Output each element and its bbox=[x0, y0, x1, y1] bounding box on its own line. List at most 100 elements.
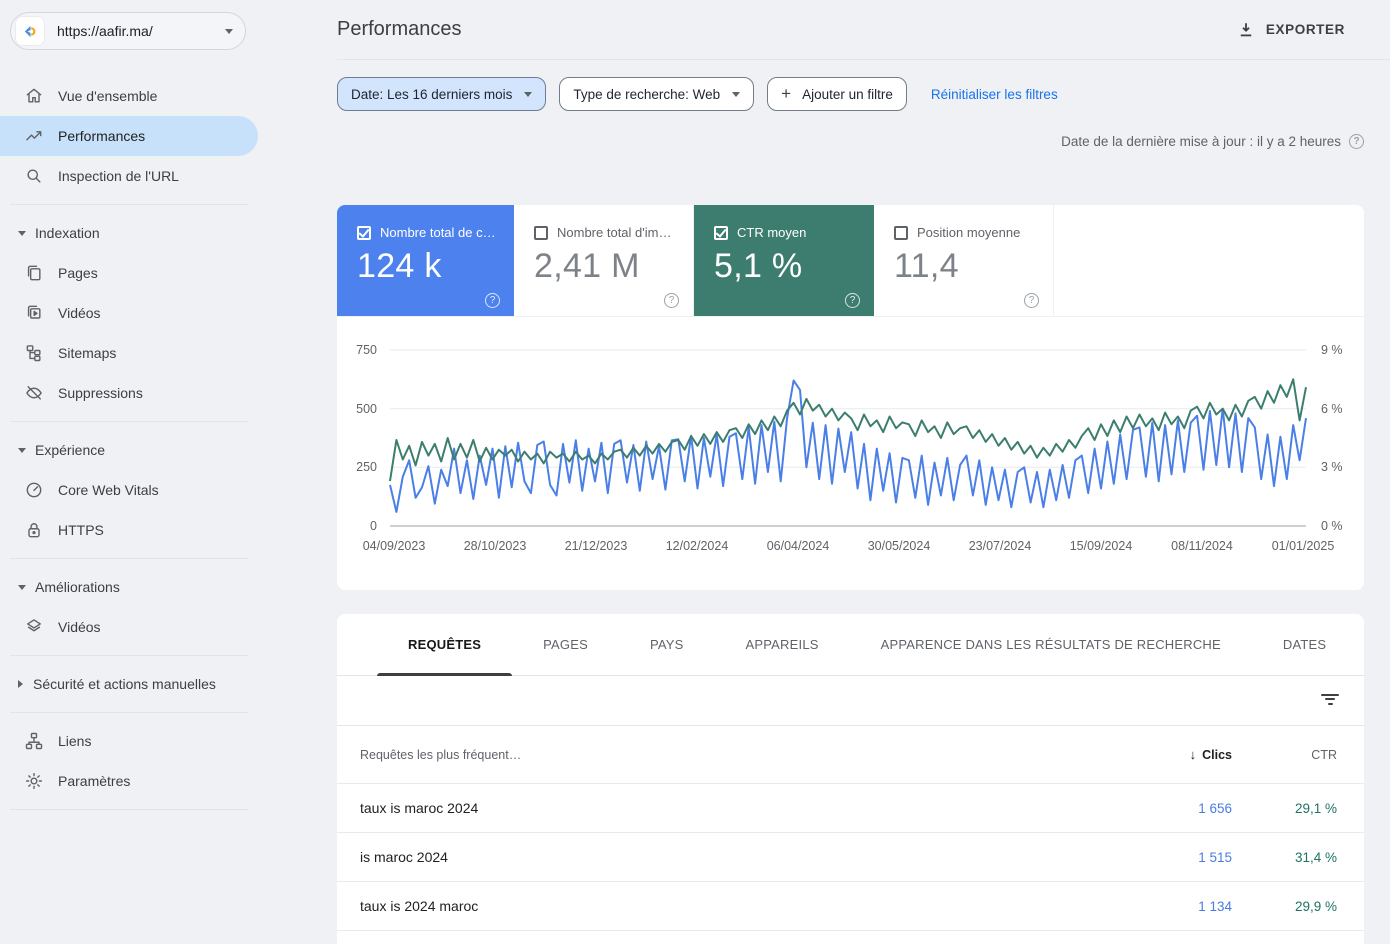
column-header-ctr[interactable]: CTR bbox=[1232, 748, 1337, 762]
x-axis-tick: 21/12/2023 bbox=[565, 539, 628, 553]
x-axis-tick: 04/09/2023 bbox=[363, 539, 426, 553]
y-axis-tick: 500 bbox=[337, 402, 377, 416]
table-header: Requêtes les plus fréquent… ↓ Clics CTR bbox=[337, 726, 1364, 784]
sidebar-group-security[interactable]: Sécurité et actions manuelles bbox=[0, 664, 258, 704]
filter-icon[interactable] bbox=[1321, 694, 1339, 708]
add-filter-chip[interactable]: + Ajouter un filtre bbox=[767, 77, 907, 111]
sidebar-item-overview[interactable]: Vue d'ensemble bbox=[0, 76, 258, 116]
y-axis-tick: 750 bbox=[337, 343, 377, 357]
y-axis-tick: 9 % bbox=[1321, 343, 1343, 357]
sidebar-item-removals[interactable]: Suppressions bbox=[0, 373, 258, 413]
sidebar-item-label: Vue d'ensemble bbox=[58, 88, 157, 104]
sidebar-item-settings[interactable]: Paramètres bbox=[0, 761, 258, 801]
tab-devices[interactable]: APPAREILS bbox=[715, 614, 850, 676]
sidebar-item-label: Sitemaps bbox=[58, 345, 116, 361]
tab-dates[interactable]: DATES bbox=[1252, 614, 1357, 676]
divider bbox=[10, 204, 248, 205]
sidebar-item-label: Liens bbox=[58, 733, 91, 749]
divider bbox=[10, 655, 248, 656]
date-filter-label: Date: Les 16 derniers mois bbox=[351, 87, 512, 102]
sidebar-item-videos[interactable]: Vidéos bbox=[0, 293, 258, 333]
add-filter-label: Ajouter un filtre bbox=[802, 87, 893, 102]
sidebar-item-performance[interactable]: Performances bbox=[0, 116, 258, 156]
sitemap-icon bbox=[24, 343, 44, 363]
sidebar-item-label: Vidéos bbox=[58, 619, 101, 635]
chevron-down-icon bbox=[18, 231, 26, 236]
layers-icon bbox=[24, 617, 44, 637]
column-header-clicks-label: Clics bbox=[1202, 748, 1232, 762]
date-filter-chip[interactable]: Date: Les 16 derniers mois bbox=[337, 77, 546, 111]
sidebar-nav: Vue d'ensemble Performances Inspection d… bbox=[0, 76, 258, 810]
x-axis-tick: 28/10/2023 bbox=[464, 539, 527, 553]
sidebar-item-enhancements-videos[interactable]: Vidéos bbox=[0, 607, 258, 647]
x-axis-tick: 15/09/2024 bbox=[1070, 539, 1133, 553]
performance-chart-svg bbox=[337, 205, 1364, 590]
tab-pages[interactable]: PAGES bbox=[512, 614, 619, 676]
gear-icon bbox=[24, 771, 44, 791]
search-type-filter-chip[interactable]: Type de recherche: Web bbox=[559, 77, 754, 111]
tab-search-appearance[interactable]: APPARENCE DANS LES RÉSULTATS DE RECHERCH… bbox=[850, 614, 1252, 676]
clicks-cell[interactable]: 1 515 bbox=[1112, 850, 1232, 865]
search-icon bbox=[24, 166, 44, 186]
home-icon bbox=[24, 86, 44, 106]
trending-up-icon bbox=[24, 126, 44, 146]
sidebar-item-core-web-vitals[interactable]: Core Web Vitals bbox=[0, 470, 258, 510]
page-title: Performances bbox=[337, 18, 462, 41]
tab-countries[interactable]: PAYS bbox=[619, 614, 715, 676]
property-selector[interactable]: https://aafir.ma/ bbox=[10, 12, 246, 50]
reset-filters-link[interactable]: Réinitialiser les filtres bbox=[931, 87, 1058, 102]
page-header: Performances EXPORTER bbox=[337, 0, 1390, 60]
chevron-right-icon bbox=[18, 680, 23, 688]
sidebar-item-label: HTTPS bbox=[58, 522, 104, 538]
sidebar-item-label: Core Web Vitals bbox=[58, 482, 159, 498]
filter-bar: Date: Les 16 derniers mois Type de reche… bbox=[337, 77, 1058, 111]
export-label: EXPORTER bbox=[1266, 22, 1345, 37]
sidebar-group-indexation[interactable]: Indexation bbox=[0, 213, 258, 253]
sidebar-item-pages[interactable]: Pages bbox=[0, 253, 258, 293]
sidebar-group-enhancements[interactable]: Améliorations bbox=[0, 567, 258, 607]
y-axis-tick: 250 bbox=[337, 460, 377, 474]
divider bbox=[10, 558, 248, 559]
chevron-down-icon bbox=[18, 448, 26, 453]
lock-icon bbox=[24, 520, 44, 540]
column-header-clicks[interactable]: ↓ Clics bbox=[1112, 747, 1232, 762]
search-type-label: Type de recherche: Web bbox=[573, 87, 720, 102]
sidebar-group-label: Indexation bbox=[35, 225, 100, 241]
divider bbox=[10, 809, 248, 810]
chevron-down-icon bbox=[524, 92, 532, 97]
video-library-icon bbox=[24, 303, 44, 323]
sidebar-group-label: Sécurité et actions manuelles bbox=[33, 676, 216, 692]
table-row[interactable]: taux is 2024 maroc 1 134 29,9 % bbox=[337, 882, 1364, 931]
sidebar-item-links[interactable]: Liens bbox=[0, 721, 258, 761]
sidebar-item-sitemaps[interactable]: Sitemaps bbox=[0, 333, 258, 373]
help-icon[interactable]: ? bbox=[1349, 134, 1364, 149]
dimension-tabs: REQUÊTES PAGES PAYS APPAREILS APPARENCE … bbox=[337, 614, 1364, 676]
performance-chart: 750 500 250 0 9 % 6 % 3 % 0 % 04/09/2023… bbox=[337, 205, 1364, 590]
sidebar-item-https[interactable]: HTTPS bbox=[0, 510, 258, 550]
gauge-icon bbox=[24, 480, 44, 500]
divider bbox=[10, 421, 248, 422]
query-cell: taux is maroc 2024 bbox=[360, 800, 1112, 816]
sidebar-item-url-inspection[interactable]: Inspection de l'URL bbox=[0, 156, 258, 196]
chevron-down-icon bbox=[225, 29, 233, 34]
tab-queries[interactable]: REQUÊTES bbox=[377, 614, 512, 676]
export-button[interactable]: EXPORTER bbox=[1237, 21, 1345, 39]
x-axis-tick: 01/01/2025 bbox=[1272, 539, 1335, 553]
column-header-queries[interactable]: Requêtes les plus fréquent… bbox=[360, 748, 1112, 762]
table-toolbar bbox=[337, 676, 1364, 726]
sort-desc-icon: ↓ bbox=[1190, 747, 1197, 762]
pages-icon bbox=[24, 263, 44, 283]
x-axis-tick: 08/11/2024 bbox=[1171, 539, 1233, 553]
clicks-cell[interactable]: 1 134 bbox=[1112, 899, 1232, 914]
table-row[interactable]: is maroc 2024 1 515 31,4 % bbox=[337, 833, 1364, 882]
y-axis-tick: 0 % bbox=[1321, 519, 1343, 533]
x-axis-tick: 12/02/2024 bbox=[666, 539, 729, 553]
x-axis-tick: 30/05/2024 bbox=[868, 539, 931, 553]
clicks-cell[interactable]: 1 656 bbox=[1112, 801, 1232, 816]
sidebar-item-label: Suppressions bbox=[58, 385, 143, 401]
sidebar-group-experience[interactable]: Expérience bbox=[0, 430, 258, 470]
chevron-down-icon bbox=[18, 585, 26, 590]
table-row[interactable]: taux is maroc 2024 1 656 29,1 % bbox=[337, 784, 1364, 833]
y-axis-tick: 0 bbox=[337, 519, 377, 533]
ctr-cell: 29,1 % bbox=[1232, 801, 1337, 816]
